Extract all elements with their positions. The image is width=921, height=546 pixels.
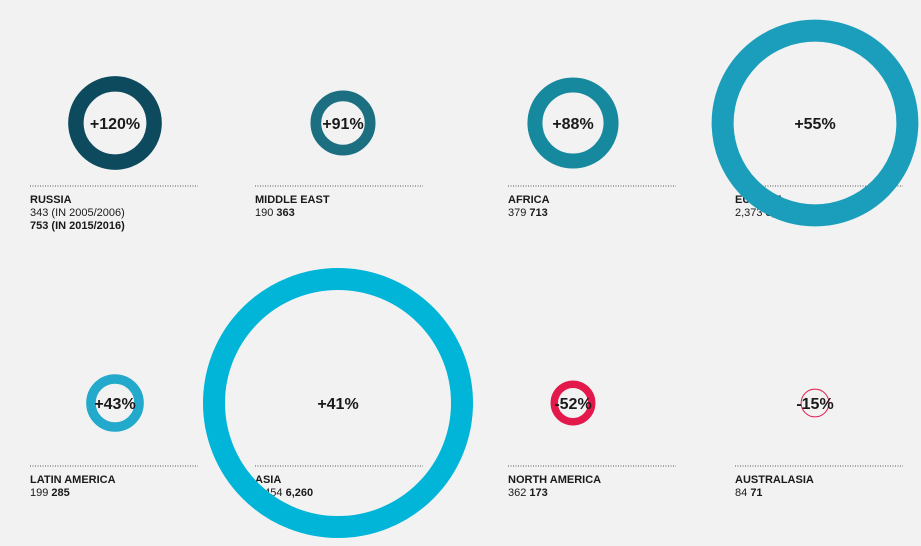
region-name: LATIN AMERICA bbox=[30, 474, 116, 486]
old-value: 190 bbox=[255, 207, 273, 219]
circles bbox=[68, 19, 919, 538]
new-value: 6,260 bbox=[286, 487, 314, 499]
bubble bbox=[527, 77, 619, 169]
change-label: +41% bbox=[317, 396, 358, 413]
new-value: 71 bbox=[750, 487, 762, 499]
old-value: 2,373 bbox=[735, 207, 763, 219]
change-label: +120% bbox=[90, 116, 140, 133]
region-name: NORTH AMERICA bbox=[508, 474, 601, 486]
bubble bbox=[310, 90, 376, 156]
region-name: MIDDLE EAST bbox=[255, 194, 330, 206]
old-value: 84 bbox=[735, 487, 747, 499]
change-label: +91% bbox=[322, 116, 363, 133]
period-label: (IN 2015/2016) bbox=[51, 220, 125, 232]
values: 190 363 bbox=[255, 207, 295, 219]
values: 199 285 bbox=[30, 487, 70, 499]
values: 379 713 bbox=[508, 207, 548, 219]
values: 362 173 bbox=[508, 487, 548, 499]
region-name: AUSTRALASIA bbox=[735, 474, 814, 486]
change-label: -15% bbox=[796, 396, 833, 413]
change-label: -52% bbox=[554, 396, 591, 413]
new-value: 173 bbox=[529, 487, 547, 499]
bubble bbox=[800, 388, 830, 418]
old-value: 199 bbox=[30, 487, 48, 499]
period-label: (IN 2005/2006) bbox=[51, 207, 124, 219]
bubble bbox=[550, 380, 596, 426]
change-labels: +120% +91% +88% +55% +43% +41% -52% -15% bbox=[90, 116, 836, 413]
old-value: 343 (IN 2005/2006) bbox=[30, 207, 125, 219]
old-value: 362 bbox=[508, 487, 526, 499]
region-name: RUSSIA bbox=[30, 194, 72, 206]
bubble bbox=[86, 374, 144, 432]
change-label: +43% bbox=[94, 396, 135, 413]
region-name: AFRICA bbox=[508, 194, 550, 206]
new-value-number: 753 bbox=[30, 220, 48, 232]
new-value: 363 bbox=[276, 207, 294, 219]
values: 84 71 bbox=[735, 487, 763, 499]
change-label: +88% bbox=[552, 116, 593, 133]
new-value: 713 bbox=[529, 207, 547, 219]
old-value: 379 bbox=[508, 207, 526, 219]
bubble bbox=[203, 268, 473, 538]
new-value: 753 (IN 2015/2016) bbox=[30, 220, 125, 232]
old-value-number: 343 bbox=[30, 207, 48, 219]
new-value: 285 bbox=[51, 487, 69, 499]
region-name: ASIA bbox=[255, 474, 281, 486]
bubble bbox=[711, 19, 919, 227]
change-label: +55% bbox=[794, 116, 835, 133]
bubble bbox=[68, 76, 162, 170]
